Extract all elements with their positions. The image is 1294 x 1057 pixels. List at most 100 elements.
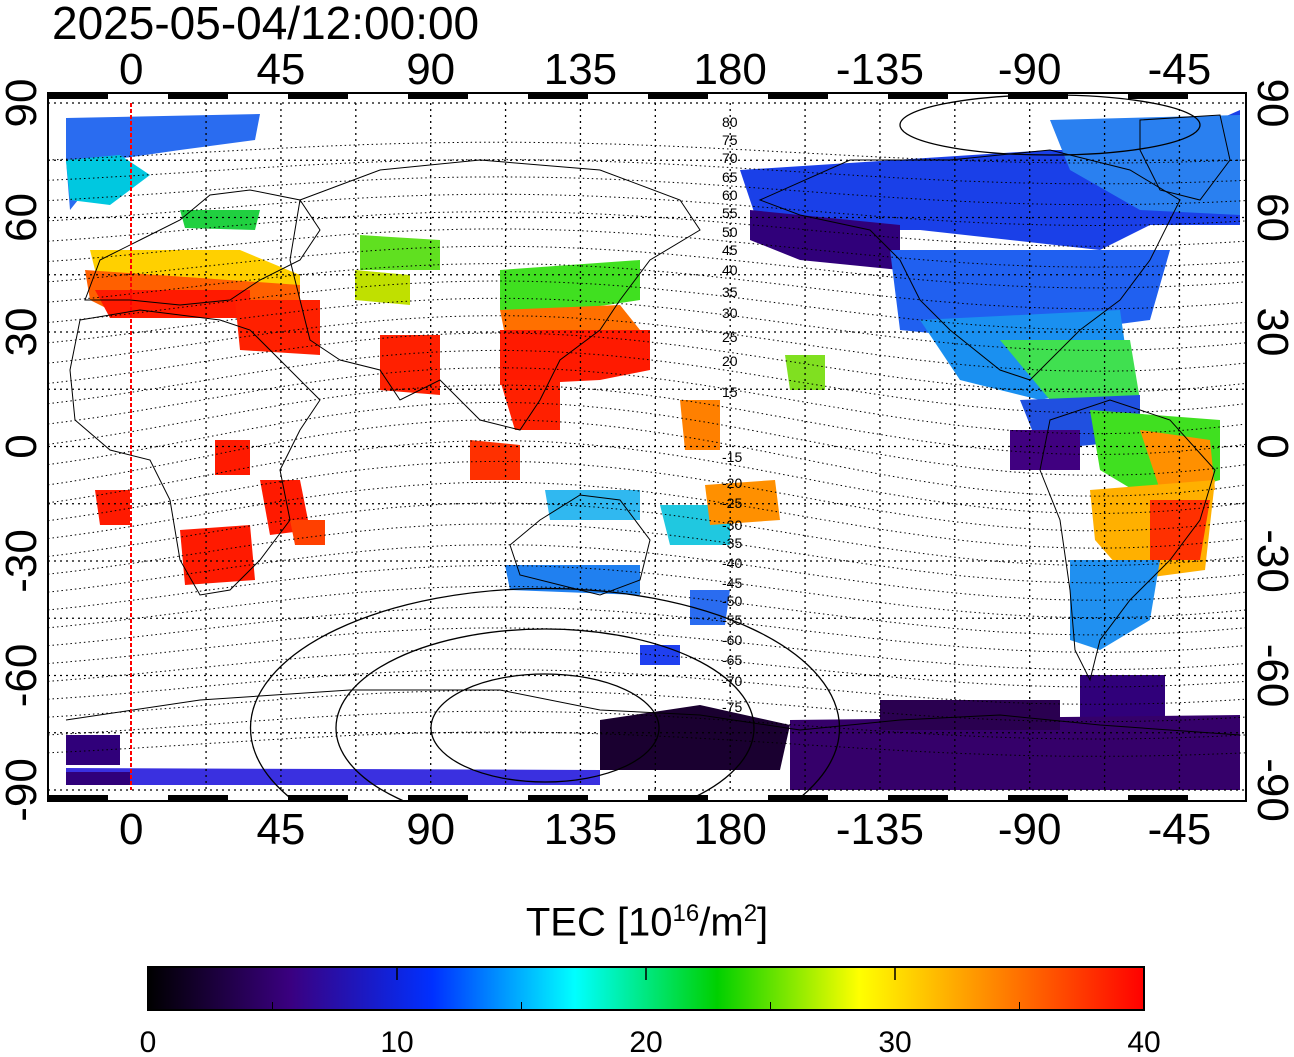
lat-tick-left: -60 (0, 644, 46, 708)
maglat-label: -55 (722, 612, 742, 628)
lon-tick-bottom: -45 (1148, 805, 1212, 854)
maglat-label: 55 (722, 205, 738, 221)
lat-tick-right: -90 (1248, 758, 1294, 822)
tec-patch (880, 700, 1060, 730)
lat-tick-left: -90 (0, 758, 46, 822)
tec-patch (705, 480, 780, 525)
lat-tick-left: 90 (0, 79, 46, 128)
lon-tick-bottom: 180 (693, 805, 766, 854)
magnetic-latitude-line (48, 481, 1246, 549)
tec-patch (505, 565, 640, 595)
maglat-label: -70 (722, 673, 742, 689)
colorbar-tick-label: 20 (629, 1026, 662, 1057)
magnetic-latitude-line (48, 544, 1246, 601)
magnetic-latitude-line (48, 710, 1246, 740)
magnetic-latitude-line (48, 502, 1246, 567)
coastline-antarctica (65, 689, 1241, 736)
tec-patch (1050, 115, 1240, 215)
magnetic-latitude-contours (48, 94, 1246, 801)
maglat-label: 50 (722, 224, 738, 240)
maglat-label: 30 (722, 305, 738, 321)
maglat-label: 65 (722, 169, 738, 185)
longitude-ticks-top: 0 45 90 135 180 -135 -90 -45 (119, 45, 1211, 94)
south-pole-contour (335, 628, 755, 801)
magnetic-latitude-labels: 80 75 70 65 60 55 50 45 40 35 30 25 20 15 -15 -20 -25 -30… (722, 114, 742, 715)
latitude-ticks-left: 90 60 30 0 -30 -60 -90 (0, 79, 46, 822)
lat-tick-right: -30 (1248, 529, 1294, 593)
tec-patch (66, 772, 130, 785)
south-pole-contour (430, 673, 660, 783)
coastline-north-america (758, 149, 1181, 381)
lon-tick-bottom: -135 (836, 805, 924, 854)
magnetic-latitude-line (48, 141, 1246, 164)
lat-tick-left: 30 (0, 308, 46, 357)
lat-tick-right: 30 (1248, 308, 1294, 357)
colorbar-ticks: 0 10 20 30 40 (140, 967, 1161, 1057)
maglat-label: -30 (722, 517, 742, 533)
tec-patch (180, 210, 260, 230)
lat-tick-left: 0 (0, 434, 46, 458)
tec-patch (790, 715, 1240, 790)
tec-patch (235, 300, 320, 355)
magnetic-latitude-line (48, 315, 1246, 372)
lat-tick-right: 60 (1248, 193, 1294, 242)
maglat-label: 70 (722, 150, 738, 166)
tec-patch (680, 400, 720, 450)
coastline-asia (289, 159, 701, 431)
south-pole-contour (249, 587, 841, 801)
maglat-label: -65 (722, 652, 742, 668)
maglat-label: 20 (722, 353, 738, 369)
lon-tick-top: 135 (544, 45, 617, 94)
lat-tick-right: 90 (1248, 79, 1294, 128)
maglat-label: 80 (722, 114, 738, 130)
lon-tick-top: 0 (119, 45, 143, 94)
colorbar-tick-label: 0 (140, 1026, 157, 1057)
maglat-label: -75 (722, 699, 742, 715)
tec-patch (1080, 675, 1165, 720)
colorbar: 0 10 20 30 40 (140, 966, 1161, 1057)
coastline-australia (509, 494, 651, 596)
lat-tick-left: 60 (0, 193, 46, 242)
colorbar-tick-label: 10 (380, 1026, 413, 1057)
tec-patch (1070, 560, 1160, 650)
tec-patch (95, 490, 130, 525)
tec-patch (740, 110, 1240, 250)
magnetic-latitude-line (48, 564, 1246, 619)
coastline-africa (69, 309, 321, 596)
lat-tick-right: -60 (1248, 644, 1294, 708)
lon-tick-top: 90 (406, 45, 455, 94)
tec-patch (66, 155, 150, 205)
tec-patch (500, 330, 650, 385)
magnetic-latitude-line (48, 367, 1246, 435)
lon-tick-top: -135 (836, 45, 924, 94)
maglat-label: -25 (722, 495, 742, 511)
magnetic-latitude-line (48, 460, 1246, 532)
lon-tick-bottom: 135 (544, 805, 617, 854)
magnetic-latitude-line (48, 689, 1246, 723)
lon-tick-top: 45 (256, 45, 305, 94)
maglat-label: 40 (722, 262, 738, 278)
tec-patch (500, 380, 560, 430)
tec-patch (66, 114, 260, 210)
tec-patch (66, 735, 120, 765)
tec-patch (66, 768, 600, 785)
tec-patch (545, 490, 640, 520)
tec-patch (360, 235, 440, 270)
lon-tick-bottom: 0 (119, 805, 143, 854)
tec-patch (355, 270, 410, 305)
coastlines (65, 114, 1241, 736)
magnetic-latitude-line (48, 440, 1246, 515)
coastline-europe (84, 189, 321, 306)
magnetic-latitude-line (48, 193, 1246, 227)
magnetic-latitude-line (48, 419, 1246, 497)
lon-tick-top: -45 (1148, 45, 1212, 94)
maglat-label: 25 (722, 329, 738, 345)
map-plot-area (47, 92, 1247, 802)
maglat-label: -35 (722, 535, 742, 551)
maglat-label: -40 (722, 555, 742, 571)
coastline-south-america (1039, 399, 1216, 682)
maglat-label: 35 (722, 284, 738, 300)
tec-patch (640, 645, 680, 665)
tec-patch (785, 355, 825, 390)
